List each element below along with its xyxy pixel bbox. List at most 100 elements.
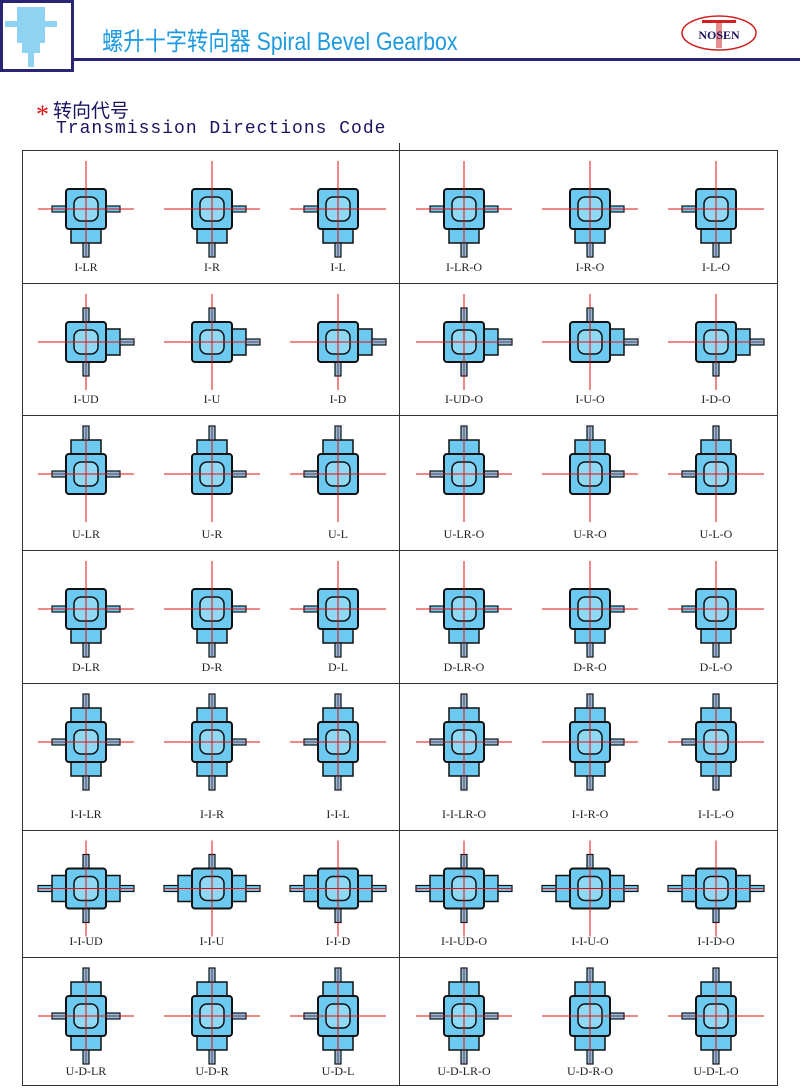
direction-code-label: I-L [330, 260, 346, 274]
gearbox-diagram [37, 840, 135, 937]
direction-cell: U-LR [23, 416, 149, 550]
direction-cell: I-R-O [527, 151, 653, 283]
gearbox-diagram [416, 561, 512, 658]
gearbox-diagram [542, 425, 638, 522]
gearbox-diagram [542, 693, 638, 791]
header-rule [74, 58, 800, 61]
gearbox-diagram [416, 294, 513, 390]
direction-code-label: U-L [328, 527, 348, 541]
gearbox-diagram [668, 161, 764, 258]
asterisk-icon: * [36, 100, 49, 129]
gearbox-diagram [290, 561, 386, 658]
direction-code-label: U-LR-O [443, 527, 485, 541]
direction-cell: I-LR [23, 151, 149, 283]
direction-code-label: I-R-O [575, 260, 605, 274]
direction-code-label: I-UD [73, 392, 99, 406]
direction-cell: U-LR-O [401, 416, 527, 550]
direction-cell: I-R [149, 151, 275, 283]
direction-code-label: I-D [329, 392, 347, 406]
gearbox-diagram [415, 840, 513, 937]
direction-code-label: I-I-D-O [697, 934, 735, 948]
section-title-en: Transmission Directions Code [56, 119, 387, 139]
gearbox-diagram [416, 161, 512, 258]
direction-code-label: I-U-O [575, 392, 605, 406]
direction-code-label: I-UD-O [445, 392, 483, 406]
direction-row: I-UD I-U I-D I-UD-O I-U-O I-D-O [23, 284, 777, 416]
direction-cell: I-U-O [527, 284, 653, 415]
direction-code-label: I-I-LR-O [442, 807, 486, 821]
gearbox-diagram [668, 294, 765, 390]
gearbox-diagram [290, 425, 386, 522]
gearbox-diagram [668, 561, 764, 658]
direction-code-label: U-D-R [195, 1064, 229, 1078]
direction-cell: U-L-O [653, 416, 779, 550]
direction-cell: I-UD [23, 284, 149, 415]
direction-cell: D-R [149, 551, 275, 683]
column-divider [399, 143, 400, 1086]
direction-code-label: I-I-U-O [571, 934, 609, 948]
direction-code-label: D-R [201, 660, 223, 674]
direction-cell: D-LR [23, 551, 149, 683]
svg-text:NOSEN: NOSEN [698, 28, 740, 42]
gearbox-diagram [38, 294, 135, 390]
direction-code-label: D-L [328, 660, 348, 674]
direction-row: I-LR I-R I-L I-LR-O I-R-O I-L-O [23, 151, 777, 284]
direction-cell: U-R [149, 416, 275, 550]
direction-cell: D-LR-O [401, 551, 527, 683]
gearbox-diagram [290, 294, 387, 390]
direction-cell: D-R-O [527, 551, 653, 683]
gearbox-diagram [416, 425, 512, 522]
gearbox-diagram [38, 425, 134, 522]
page-title: 螺升十字转向器 Spiral Bevel Gearbox [102, 28, 458, 56]
direction-row: I-I-LR I-I-R I-I-L I-I-LR-O I-I-R-O I-I-L-O [23, 684, 777, 831]
direction-cell: I-I-U [149, 831, 275, 957]
direction-code-label: U-R-O [573, 527, 607, 541]
direction-cell: D-L [275, 551, 401, 683]
direction-row: D-LR D-R D-L D-LR-O D-R-O D-L-O [23, 551, 777, 684]
direction-row: I-I-UD I-I-U I-I-D I-I-UD-O I-I-U-O I-I-D-O [23, 831, 777, 958]
direction-code-label: I-R [204, 260, 220, 274]
direction-cell: I-I-LR [23, 684, 149, 830]
direction-code-label: U-L-O [699, 527, 733, 541]
direction-cell: I-LR-O [401, 151, 527, 283]
direction-code-label: U-D-L-O [693, 1064, 739, 1078]
gearbox-diagram [541, 840, 639, 937]
direction-code-label: I-I-UD [69, 934, 103, 948]
direction-code-label: I-I-L-O [698, 807, 734, 821]
direction-code-label: U-D-R-O [567, 1064, 613, 1078]
direction-cell: I-I-D-O [653, 831, 779, 957]
gearbox-diagram [290, 693, 386, 791]
gearbox-diagram [668, 693, 764, 791]
gearbox-diagram [542, 561, 638, 658]
direction-cell: I-I-UD-O [401, 831, 527, 957]
direction-code-label: U-D-L [321, 1064, 355, 1078]
gearbox-diagram [542, 967, 638, 1065]
direction-cell: U-D-LR [23, 958, 149, 1087]
direction-cell: D-L-O [653, 551, 779, 683]
gearbox-diagram [542, 161, 638, 258]
direction-cell: U-R-O [527, 416, 653, 550]
header-product-thumbnail [0, 0, 74, 72]
gearbox-diagram [38, 161, 134, 258]
direction-cell: I-I-L [275, 684, 401, 830]
direction-cell: I-D [275, 284, 401, 415]
direction-row: U-LR U-R U-L U-LR-O U-R-O U-L-O [23, 416, 777, 551]
direction-code-label: U-D-LR-O [437, 1064, 491, 1078]
direction-code-label: I-I-L [326, 807, 350, 821]
gearbox-diagram [38, 561, 134, 658]
gearbox-diagram [163, 840, 261, 937]
direction-cell: U-D-LR-O [401, 958, 527, 1087]
direction-code-label: I-I-U [199, 934, 225, 948]
direction-cell: I-I-R-O [527, 684, 653, 830]
direction-cell: I-I-D [275, 831, 401, 957]
direction-cell: U-L [275, 416, 401, 550]
gearbox-diagram [164, 693, 260, 791]
gearbox-diagram [38, 967, 134, 1065]
direction-cell: U-D-L [275, 958, 401, 1087]
gearbox-diagram [164, 425, 260, 522]
direction-code-label: U-R [201, 527, 223, 541]
nosen-logo: NOSEN [680, 14, 758, 52]
direction-code-label: U-D-LR [65, 1064, 107, 1078]
gearbox-diagram [668, 425, 764, 522]
direction-code-label: I-I-D [325, 934, 351, 948]
